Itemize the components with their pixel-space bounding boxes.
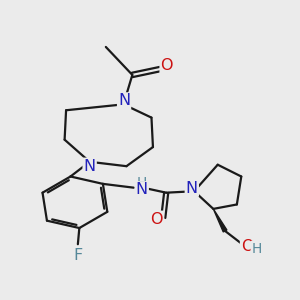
- Text: F: F: [73, 248, 83, 263]
- Text: O: O: [241, 239, 253, 254]
- Text: N: N: [118, 93, 130, 108]
- Text: H: H: [251, 242, 262, 256]
- Text: N: N: [84, 159, 96, 174]
- Text: O: O: [160, 58, 173, 73]
- Text: O: O: [151, 212, 163, 227]
- Text: N: N: [186, 181, 198, 196]
- Text: H: H: [136, 176, 147, 190]
- Text: N: N: [136, 182, 148, 197]
- Polygon shape: [213, 209, 227, 232]
